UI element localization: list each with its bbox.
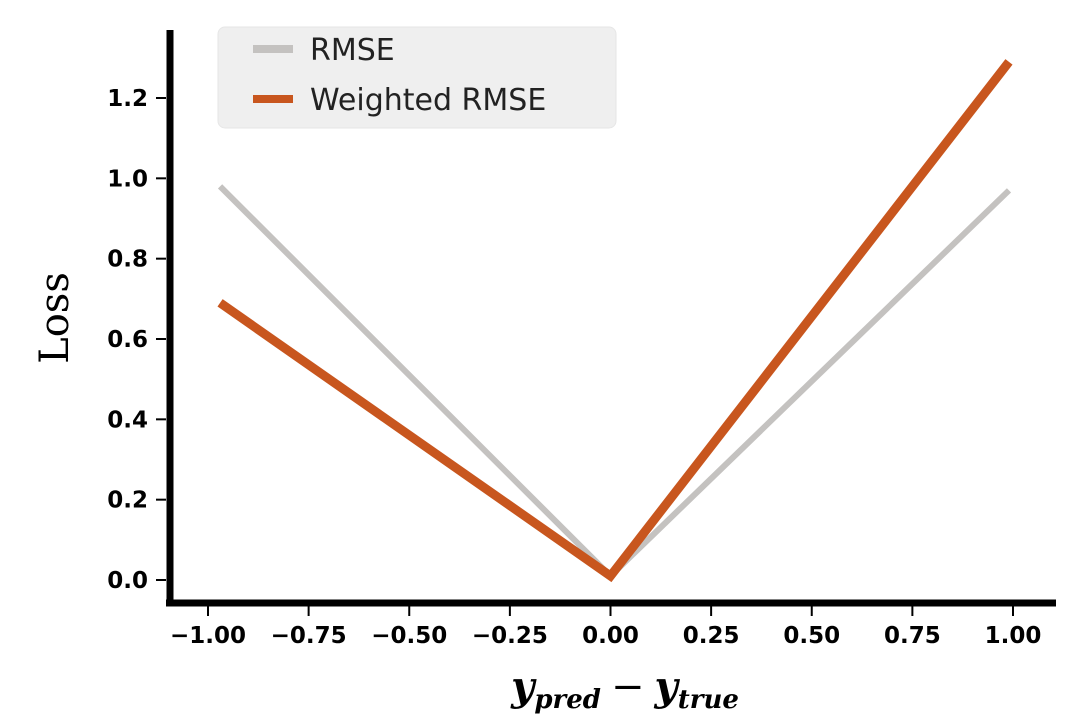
x-tick-label: 1.00 xyxy=(985,623,1042,649)
y-ticks: 0.0 0.2 0.4 0.6 0.8 1.0 1.2 xyxy=(107,86,166,594)
y-tick-label: 0.4 xyxy=(107,407,148,433)
x-tick-label: −0.25 xyxy=(472,623,548,649)
y-tick-label: 0.0 xyxy=(107,568,148,594)
legend-label-weighted-rmse: Weighted RMSE xyxy=(310,83,546,118)
x-label-sub-true: true xyxy=(678,685,739,715)
legend-box xyxy=(217,26,617,129)
axes-layer xyxy=(166,30,1056,607)
x-tick-label: 0.50 xyxy=(783,623,840,649)
legend: RMSE Weighted RMSE xyxy=(217,26,617,129)
series-layer xyxy=(217,59,1013,583)
legend-label-rmse: RMSE xyxy=(310,33,395,68)
y-tick-label: 0.6 xyxy=(107,327,148,353)
x-tick-label: −0.50 xyxy=(371,623,447,649)
x-label-sub-pred: pred xyxy=(534,685,601,715)
x-tick-label: 0.75 xyxy=(884,623,941,649)
y-tick-label: 0.8 xyxy=(107,247,148,273)
x-ticks: −1.00 −0.75 −0.50 −0.25 0.00 0.25 0.50 0.75 1.00 xyxy=(170,606,1041,649)
y-tick-label: 1.0 xyxy=(107,166,148,192)
x-label-y2: y xyxy=(653,663,680,710)
series-line-weighted-rmse xyxy=(217,59,1013,583)
x-tick-label: −1.00 xyxy=(170,623,246,649)
x-tick-label: 0.00 xyxy=(582,623,639,649)
x-axis-label: ypred − ytrue xyxy=(510,663,739,715)
x-label-minus: − xyxy=(611,664,645,710)
x-tick-label: −0.75 xyxy=(271,623,347,649)
x-tick-label: 0.25 xyxy=(683,623,740,649)
y-tick-label: 1.2 xyxy=(107,86,148,112)
y-axis-label: Loss xyxy=(32,272,78,364)
y-tick-label: 0.2 xyxy=(107,488,148,514)
x-label-y1: y xyxy=(510,663,537,710)
